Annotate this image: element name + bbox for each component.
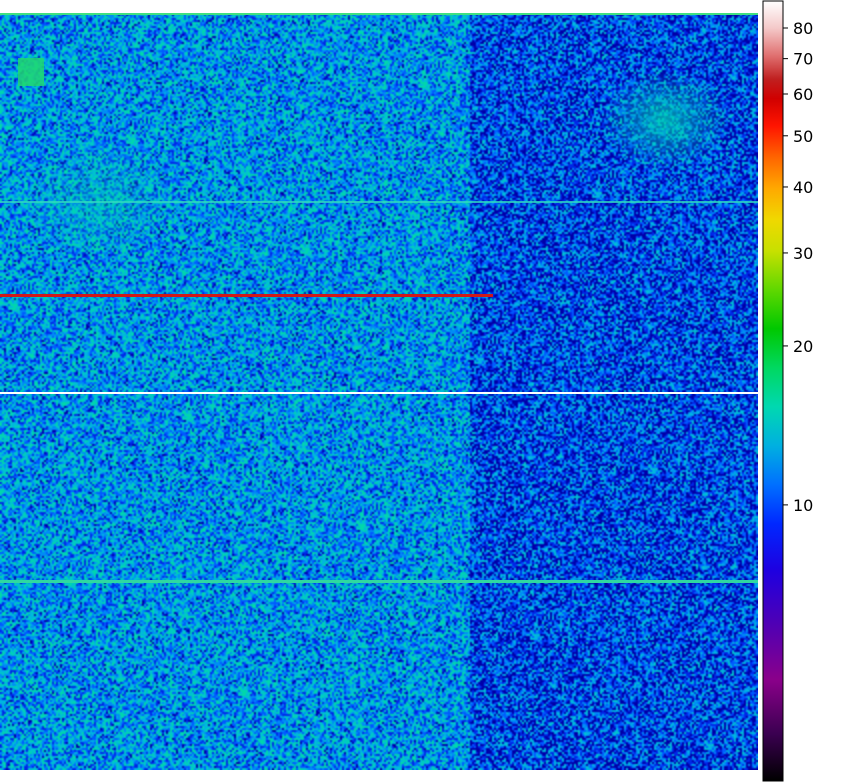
square-patch — [18, 58, 44, 86]
colorbar-gradient — [762, 0, 784, 782]
colorbar-tick-label-70: 70 — [793, 50, 813, 69]
colorbar-tick-label-50: 50 — [793, 127, 813, 146]
colorbar-tick-label-80: 80 — [793, 19, 813, 38]
colorbar-ticks: 10 20 30 40 50 60 70 80 — [783, 19, 813, 515]
heatmap-plot — [0, 13, 758, 770]
colorbar-tick-label-20: 20 — [793, 337, 813, 356]
row-line-green — [0, 580, 758, 583]
row-line-red — [0, 294, 493, 297]
colorbar-tick-label-40: 40 — [793, 178, 813, 197]
colorbar-tick-label-10: 10 — [793, 496, 813, 515]
blob-left — [20, 140, 180, 260]
row-line-top — [0, 13, 758, 15]
row-line-white — [0, 392, 758, 394]
colorbar-tick-label-30: 30 — [793, 244, 813, 263]
colorbar: 10 20 30 40 50 60 70 80 — [762, 0, 813, 782]
colorbar-tick-label-60: 60 — [793, 85, 813, 104]
blob-right — [600, 70, 730, 170]
row-line-200 — [0, 201, 758, 203]
